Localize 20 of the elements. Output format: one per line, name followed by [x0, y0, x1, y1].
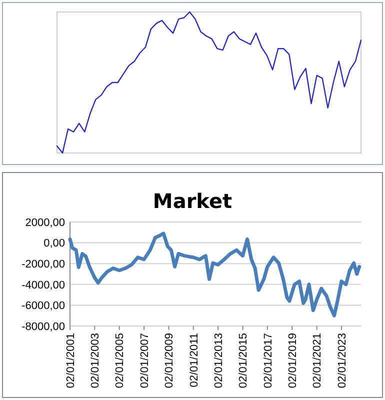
- x-tick-label: 02/01/2023: [336, 333, 348, 388]
- y-tick-label: -8000,00: [22, 320, 65, 333]
- y-tick-label: -4000,00: [22, 279, 65, 292]
- x-tick-label: 02/01/2013: [212, 333, 225, 388]
- x-tick-label: 02/01/2019: [286, 333, 299, 388]
- y-tick-label: 2000,00: [25, 216, 65, 229]
- x-tick-label: 02/01/2011: [188, 333, 200, 388]
- y-tick-label: 0,00: [44, 238, 65, 250]
- x-tick-label: 02/01/2005: [114, 333, 126, 388]
- x-tick-label: 02/01/2001: [64, 333, 77, 388]
- x-tick-label: 02/01/2015: [238, 333, 250, 388]
- x-tick-label: 02/01/2017: [262, 333, 274, 388]
- line-series: [68, 232, 362, 318]
- x-tick-label: 02/01/2003: [90, 333, 102, 388]
- x-tick-label: 02/01/2007: [138, 333, 151, 388]
- y-tick-label: -6000,00: [22, 300, 65, 312]
- x-tick-label: 02/01/2021: [312, 333, 324, 388]
- y-tick-label: -2000,00: [22, 258, 65, 270]
- x-tick-label: 02/01/2009: [164, 333, 176, 388]
- chart-title: Market: [152, 189, 233, 213]
